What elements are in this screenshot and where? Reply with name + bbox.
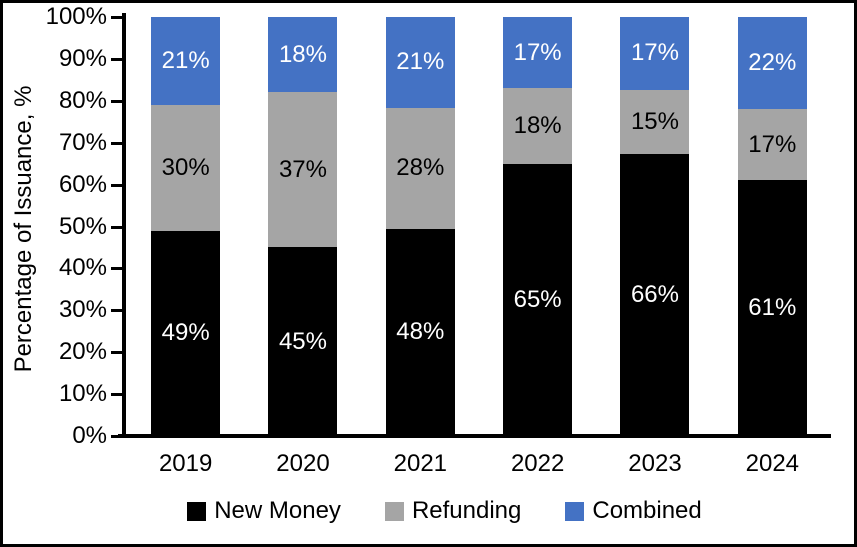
bar-segment-refunding: 37% [268, 92, 338, 248]
y-tick-label: 50% [58, 212, 107, 240]
legend-swatch-icon [384, 501, 404, 521]
stacked-bar-2019: 21% 30% 49% [151, 17, 221, 436]
y-tick-mark [111, 309, 122, 313]
x-axis-label-2023: 2023 [628, 450, 682, 477]
legend-label: Combined [592, 497, 702, 524]
y-tick-mark [111, 99, 122, 103]
bar-segment-combined: 18% [268, 17, 338, 93]
y-tick-mark [111, 183, 122, 187]
bar-slot-2020: 18% 37% 45% [244, 17, 361, 436]
y-tick-label: 70% [58, 128, 107, 156]
bar-segment-new-money: 49% [151, 230, 221, 436]
bar-segment-new-money: 61% [737, 180, 807, 436]
x-axis-label-2019: 2019 [158, 450, 213, 477]
y-tick-mark [111, 57, 122, 61]
bar-segment-combined: 21% [151, 17, 221, 105]
bar-segment-combined: 21% [385, 17, 455, 108]
x-axis-label-2021: 2021 [393, 450, 448, 477]
bar-segment-new-money: 48% [385, 228, 455, 436]
bar-slot-2019: 21% 30% 49% [127, 17, 244, 436]
bar-value-label: 28% [396, 154, 445, 182]
x-axis-label-2024: 2024 [745, 450, 800, 477]
bar-slot-2022: 17% 18% 65% [479, 17, 596, 436]
y-tick-mark [111, 351, 122, 355]
bar-segment-combined: 17% [620, 17, 690, 90]
x-axis-line [118, 434, 831, 438]
y-tick-mark [111, 225, 122, 229]
bar-segment-combined: 22% [737, 17, 807, 110]
bar-value-label: 48% [396, 318, 445, 346]
y-tick-mark [111, 435, 122, 438]
y-tick-label: 90% [58, 44, 107, 72]
bar-slot-2024: 22% 17% 61% [714, 17, 831, 436]
y-tick-mark [111, 16, 122, 19]
y-tick-label: 30% [58, 296, 107, 324]
bar-slot-2023: 17% 15% 66% [596, 17, 713, 436]
legend-swatch-icon [187, 501, 207, 521]
bar-value-label: 17% [748, 130, 797, 158]
stacked-bar-2024: 22% 17% 61% [737, 17, 807, 436]
legend-label: Refunding [411, 497, 522, 524]
bar-segment-new-money: 65% [503, 163, 573, 436]
bar-value-label: 21% [396, 48, 445, 76]
bar-segment-refunding: 28% [385, 107, 455, 229]
legend-label: New Money [214, 497, 341, 524]
y-tick-mark [111, 267, 122, 271]
x-axis-label-2020: 2020 [276, 450, 330, 477]
y-tick-label: 80% [58, 86, 107, 114]
stacked-bar-2020: 18% 37% 45% [268, 17, 338, 436]
bar-value-label: 15% [630, 107, 679, 135]
bar-value-label: 18% [278, 40, 327, 68]
bar-value-label: 17% [513, 38, 562, 66]
bar-value-label: 65% [513, 285, 562, 313]
bar-value-label: 17% [630, 39, 679, 67]
bar-segment-new-money: 66% [620, 153, 690, 436]
bar-value-label: 30% [161, 153, 210, 181]
y-tick-label: 20% [58, 338, 107, 366]
bar-segment-refunding: 30% [151, 104, 221, 231]
y-tick-label: 10% [58, 380, 107, 408]
bar-value-label: 49% [161, 319, 210, 347]
y-tick-mark [111, 141, 122, 145]
bar-slot-2021: 21% 28% 48% [362, 17, 479, 436]
legend-swatch-icon [565, 501, 585, 521]
y-axis-line [122, 13, 126, 438]
bar-value-label: 22% [748, 49, 797, 77]
y-tick-label: 60% [58, 170, 107, 198]
legend: New Money Refunding Combined [19, 497, 854, 525]
bar-segment-refunding: 15% [620, 89, 690, 154]
y-tick-mark [111, 393, 122, 397]
bar-value-label: 45% [278, 327, 327, 355]
plot-area: 21% 30% 49% 18% 37% 45% 21% 28% 48% 17% 18% 65% 17% 1… [127, 17, 831, 436]
stacked-bar-2023: 17% 15% 66% [620, 17, 690, 436]
legend-item-refunding: Refunding [384, 497, 522, 525]
bar-value-label: 18% [513, 111, 562, 139]
bar-value-label: 61% [748, 294, 797, 322]
bar-segment-refunding: 17% [737, 109, 807, 181]
stacked-bar-2022: 17% 18% 65% [503, 17, 573, 436]
stacked-bar-2021: 21% 28% 48% [385, 17, 455, 436]
bar-value-label: 21% [161, 46, 210, 74]
legend-item-combined: Combined [565, 497, 702, 525]
x-axis-label-2022: 2022 [510, 450, 565, 477]
bar-segment-new-money: 45% [268, 247, 338, 436]
bar-value-label: 37% [278, 155, 327, 183]
bar-segment-refunding: 18% [503, 88, 573, 164]
legend-item-new-money: New Money [187, 497, 341, 525]
bar-segment-combined: 17% [503, 17, 573, 89]
bar-value-label: 66% [630, 280, 679, 308]
y-tick-label: 0% [72, 422, 107, 449]
y-tick-label: 40% [58, 254, 107, 282]
y-tick-label: 100% [45, 2, 107, 30]
